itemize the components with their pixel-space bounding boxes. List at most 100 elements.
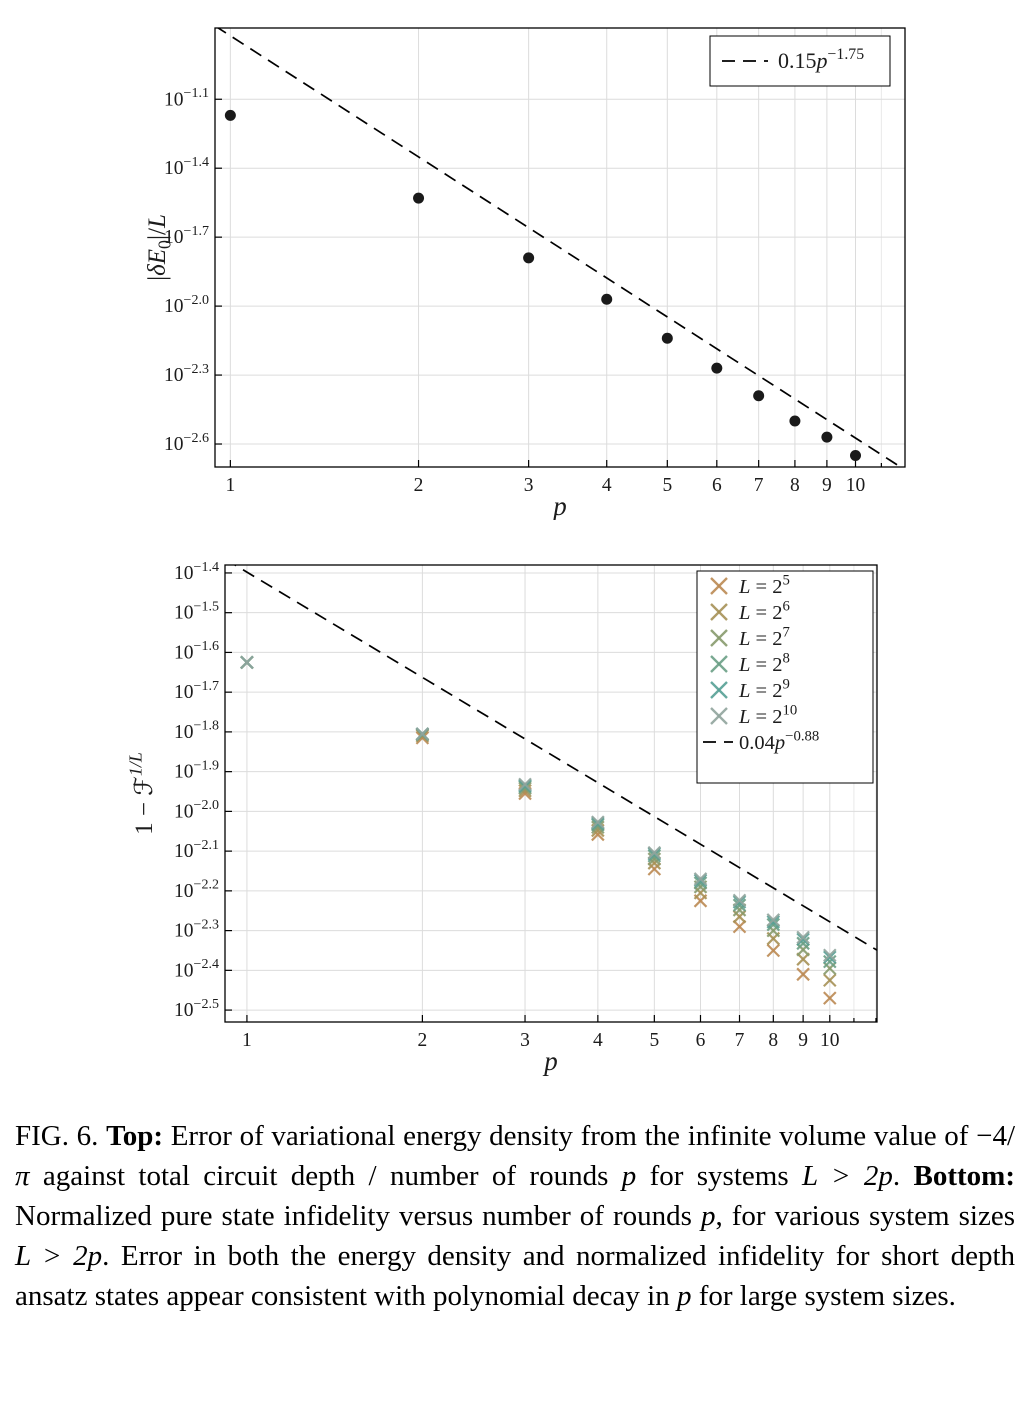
y-tick-label: 10−2.0 <box>174 797 219 822</box>
x-marker <box>710 655 728 673</box>
figure-6: 1 2 3 4 5 6 7 8 9 10 10−1.1 10−1.4 10−1.7 10−2.0 10−2.… <box>0 27 1030 1316</box>
x-tick-label: 3 <box>524 475 534 496</box>
x-marker <box>766 943 781 958</box>
caption-segment: FIG. 6. <box>15 1120 107 1152</box>
x-marker <box>591 815 605 829</box>
plot-frame <box>224 564 878 1023</box>
x-tick-label: 4 <box>602 475 612 496</box>
x-marker <box>796 930 810 945</box>
y-tick-label: 10−2.1 <box>174 837 219 862</box>
data-point <box>523 252 535 264</box>
caption-segment: p <box>621 1160 637 1193</box>
x-marker <box>732 898 747 912</box>
legend-label: 0.04p−0.88 <box>739 728 819 754</box>
caption-segment: for systems <box>636 1160 802 1193</box>
data-point <box>821 431 833 443</box>
x-marker <box>710 629 728 647</box>
x-marker <box>647 862 662 876</box>
legend-label: L = 28 <box>738 650 790 676</box>
x-marker <box>766 913 781 927</box>
caption-segment: p <box>676 1280 692 1313</box>
x-tick-label: 8 <box>768 1030 778 1051</box>
caption-segment: for large system sizes. <box>691 1280 956 1313</box>
figure-caption: FIG. 6. Top: Error of variational energy… <box>0 1116 1030 1316</box>
x-tick-label: 2 <box>414 475 424 496</box>
data-point <box>850 450 862 462</box>
x-marker <box>732 895 747 909</box>
legend-label: L = 26 <box>738 598 790 624</box>
x-marker <box>796 936 810 951</box>
caption-segment: p <box>700 1200 716 1233</box>
legend-label: L = 27 <box>738 624 790 650</box>
x-marker <box>823 948 837 963</box>
bottom-chart-infidelity: 1 2 3 4 5 6 7 8 9 10 10−1.4 10−1.5 10−1.6 10−1.7 10−1.… <box>126 559 878 1076</box>
caption-segment: Normalized pure state infidelity versus … <box>15 1200 701 1233</box>
caption-segment: L > 2p <box>801 1160 893 1193</box>
x-marker <box>518 783 532 798</box>
y-tick-label: 10−2.6 <box>164 430 209 455</box>
fit-line <box>233 565 877 951</box>
y-tick-label: 10−2.5 <box>174 996 219 1021</box>
y-tick-label: 10−1.6 <box>174 638 219 663</box>
y-tick-label: 10−2.4 <box>174 956 219 981</box>
x-tick-label: 5 <box>649 1030 659 1051</box>
x-tick-label: 6 <box>712 475 722 496</box>
x-marker <box>647 849 662 863</box>
x-marker <box>693 886 708 900</box>
x-tick-label: 4 <box>593 1030 603 1051</box>
x-marker <box>732 893 747 908</box>
y-axis-label: |δE0|/L <box>144 214 175 281</box>
x-axis-label: p <box>551 491 567 520</box>
legend-label: 0.15p−1.75 <box>778 46 864 73</box>
legend-label: L = 210 <box>738 702 797 728</box>
x-marker <box>766 915 781 929</box>
x-marker <box>796 967 810 982</box>
y-tick-label: 10−2.3 <box>164 361 209 386</box>
x-marker <box>823 991 837 1005</box>
x-marker <box>591 818 605 832</box>
x-tick-label: 10 <box>820 1030 840 1051</box>
x-marker <box>796 942 810 957</box>
x-marker <box>647 845 662 860</box>
x-marker <box>823 954 837 969</box>
x-tick-label: 9 <box>822 475 832 496</box>
x-tick-label: 1 <box>225 475 235 496</box>
caption-segment: Error of variational energy density from… <box>163 1120 1016 1152</box>
caption-segment: . <box>892 1160 914 1193</box>
plot-frame <box>214 27 906 468</box>
x-marker <box>710 603 728 621</box>
x-marker <box>710 577 728 595</box>
y-tick-label: 10−1.7 <box>174 678 219 703</box>
caption-segment: . Error in both the energy density and n… <box>15 1240 1015 1313</box>
caption-segment: Bottom: <box>913 1160 1015 1193</box>
legend-label: L = 29 <box>738 676 790 702</box>
x-marker <box>693 873 708 888</box>
x-marker <box>415 727 430 741</box>
x-marker <box>732 919 747 934</box>
y-axis-label: 1 − ℱ1/L <box>126 752 159 835</box>
data-point <box>224 109 236 121</box>
legend-label: L = 25 <box>738 572 790 598</box>
x-marker <box>518 781 532 796</box>
caption-segment: L > 2p <box>15 1240 103 1273</box>
x-tick-label: 2 <box>418 1030 428 1051</box>
x-marker <box>693 872 708 886</box>
y-tick-label: 10−1.9 <box>174 757 219 782</box>
x-marker <box>693 876 708 890</box>
x-marker <box>796 932 810 947</box>
x-marker <box>710 681 728 699</box>
fit-line <box>216 28 903 467</box>
y-tick-label: 10−1.8 <box>174 718 219 743</box>
y-tick-label: 10−2.0 <box>164 292 209 317</box>
y-tick-label: 10−1.5 <box>174 598 219 623</box>
x-tick-label: 1 <box>242 1030 252 1051</box>
x-tick-label: 6 <box>696 1030 706 1051</box>
x-marker <box>647 852 662 866</box>
x-tick-label: 5 <box>662 475 672 496</box>
y-tick-label: 10−2.3 <box>174 916 219 941</box>
x-tick-label: 7 <box>754 475 764 496</box>
y-tick-label: 10−1.1 <box>164 85 209 110</box>
data-point <box>661 332 673 344</box>
x-tick-label: 3 <box>520 1030 530 1051</box>
caption-segment: π <box>15 1160 30 1193</box>
